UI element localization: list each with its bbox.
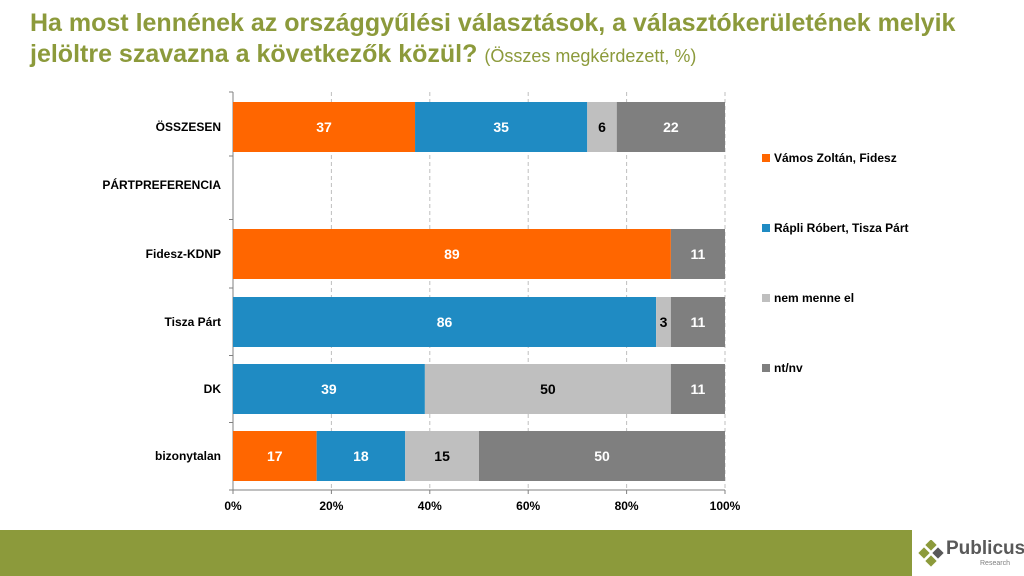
data-label: 37 [316,119,332,135]
axes [229,91,726,494]
chart-title-text: Ha most lennének az országgyűlési válasz… [30,9,956,68]
data-label: 15 [434,448,450,464]
bar-segment [233,297,657,347]
category-label: Fidesz-KDNP [146,247,221,261]
bar-segment [670,229,725,279]
chart-title: Ha most lennének az országgyűlési válasz… [30,8,1010,72]
bar-segment [233,229,671,279]
legend-swatch [762,294,770,302]
x-tick-label: 0% [224,499,242,513]
bar-segment [424,364,671,414]
data-label: 6 [598,119,606,135]
x-tick-label: 40% [418,499,442,513]
legend-label: Rápli Róbert, Tisza Párt [774,221,908,235]
category-label: ÖSSZESEN [156,119,221,134]
data-label: 89 [444,246,460,262]
legend-swatch [762,154,770,162]
x-tick-label: 60% [516,499,540,513]
brand-name: Publicus [946,538,1024,559]
legend: Vámos Zoltán, Fidesz Rápli Róbert, Tisza … [762,151,908,375]
bar-segment [670,297,725,347]
legend-label: nt/nv [774,361,803,375]
brand-sub: Research [980,560,1010,567]
gridlines [330,92,726,490]
bar-segment [587,102,617,152]
category-label: Tisza Párt [165,315,221,329]
data-label: 86 [437,314,453,330]
bars: 37 35 6 22 89 11 86 3 11 39 50 11 17 18 15 50 [233,102,725,481]
data-label: 11 [691,246,706,262]
category-label: PÁRTPREFERENCIA [102,177,221,192]
chart-subtitle: (Összes megkérdezett, %) [484,46,697,66]
x-tick-label: 80% [615,499,639,513]
bar-segment [233,102,416,152]
category-label: bizonytalan [155,449,221,463]
x-tick-label: 100% [710,499,741,513]
bar-segment [415,102,588,152]
data-label: 3 [660,314,668,330]
data-label: 50 [540,381,556,397]
legend-swatch [762,364,770,372]
data-label: 11 [691,314,706,330]
bar-segment [233,364,425,414]
data-label: 22 [663,119,679,135]
data-label: 39 [321,381,337,397]
bar-segment [656,297,671,347]
publicus-logo: Publicus Research [918,536,1024,572]
footer-band [0,530,912,576]
legend-label: nem menne el [774,291,854,305]
stacked-bar-chart: 37 35 6 22 89 11 86 3 11 39 50 11 17 18 15 50 ÖSSZESEN P… [102,91,908,513]
data-label: 50 [594,448,610,464]
data-label: 11 [691,381,706,397]
bar-segment [616,102,725,152]
bar-segment [479,431,725,481]
bar-segment [670,364,725,414]
logo-mark-icon [918,540,944,567]
category-labels: ÖSSZESEN PÁRTPREFERENCIA Fidesz-KDNP Tisza … [102,119,221,463]
x-tick-labels: 0% 20% 40% 60% 80% 100% [224,499,740,513]
data-label: 17 [267,448,283,464]
bar-segment [316,431,406,481]
data-label: 35 [493,119,509,135]
category-label: DK [204,382,222,396]
legend-swatch [762,224,770,232]
x-tick-label: 20% [319,499,343,513]
bar-segment [233,431,317,481]
bar-segment [405,431,479,481]
data-label: 18 [353,448,369,464]
legend-label: Vámos Zoltán, Fidesz [774,151,897,165]
